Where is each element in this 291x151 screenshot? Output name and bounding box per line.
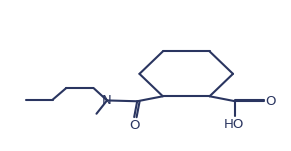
Text: O: O [265,95,276,108]
Text: HO: HO [223,118,244,131]
Text: N: N [102,94,112,107]
Text: O: O [129,119,139,132]
